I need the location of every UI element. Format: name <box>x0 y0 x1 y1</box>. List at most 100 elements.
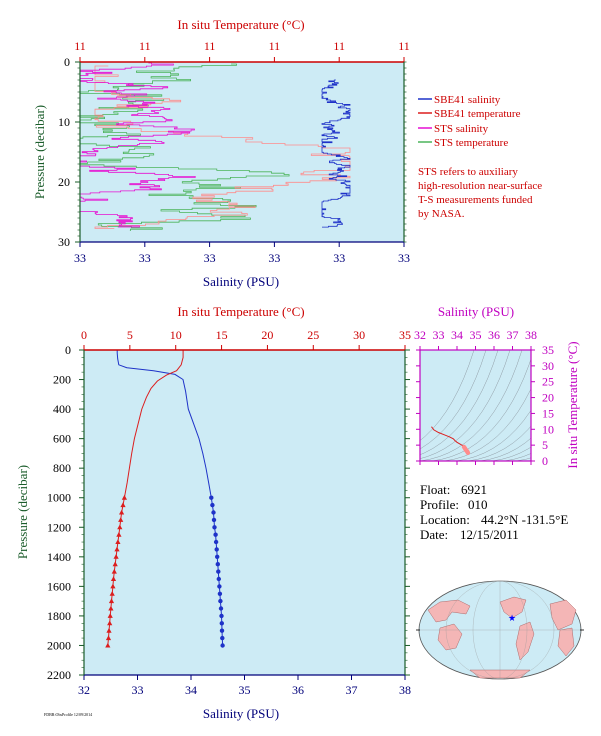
salinity-point <box>220 635 225 641</box>
main-pressure-tick-label: 400 <box>53 402 71 416</box>
temperature-point <box>105 635 112 641</box>
ts-curve <box>431 426 471 455</box>
ts-temp-tick-label: 15 <box>542 406 554 420</box>
temperature-line <box>123 350 184 498</box>
map-continents <box>427 596 577 679</box>
main-temp-tick-label: 20 <box>261 328 273 342</box>
main-pressure-tick-label: 1200 <box>47 520 71 534</box>
ts-salinity-tick-label: 37 <box>507 328 519 342</box>
salinity-line <box>116 350 212 498</box>
top-pressure-tick-label: 10 <box>58 115 70 129</box>
top-temp-tick-label: 11 <box>269 39 281 53</box>
salinity-point <box>219 621 224 626</box>
temperature-point <box>113 554 119 559</box>
map-landmass-europe-africa <box>549 599 577 631</box>
top-temp-axis-title: In situ Temperature (°C) <box>177 17 304 32</box>
legend-label-sts-temperature: STS temperature <box>434 137 508 149</box>
main-pressure-tick-label: 2000 <box>47 638 71 652</box>
float-info: Float: 6921 Profile: 010 Location: 44.2°… <box>420 482 568 542</box>
top-pressure-tick-label: 20 <box>58 175 70 189</box>
ts-salinity-tick-label: 33 <box>433 328 445 342</box>
ts-point <box>465 450 471 455</box>
location-value: 44.2°N -131.5°E <box>481 512 568 527</box>
ts-density-contour <box>443 388 531 461</box>
ts-temp-tick-label: 35 <box>542 343 554 357</box>
temperature-point <box>116 531 122 537</box>
salinity-point <box>211 517 217 523</box>
top-temp-tick-label: 11 <box>74 39 86 53</box>
top-salinity-axis-title: Salinity (PSU) <box>203 274 279 289</box>
top-salinity-tick-label: 33 <box>268 251 280 265</box>
temperature-point <box>112 561 118 567</box>
main-pressure-tick-label: 600 <box>53 432 71 446</box>
float-value: 6921 <box>461 482 487 497</box>
ts-salinity-tick-label: 38 <box>525 328 537 342</box>
top-salinity-tick-label: 33 <box>139 251 151 265</box>
ts-salinity-axis-title: Salinity (PSU) <box>438 304 514 319</box>
sts-note-line-2: high-resolution near-surface <box>418 180 542 192</box>
float-label: Float: <box>420 482 450 497</box>
top-temp-tick-label: 11 <box>204 39 216 53</box>
top-temp-tick-label: 11 <box>398 39 410 53</box>
profile-value: 010 <box>468 497 488 512</box>
ts-temp-tick-label: 30 <box>542 359 554 373</box>
main-plot-area <box>84 350 405 675</box>
main-salinity-axis-title: Salinity (PSU) <box>203 706 279 721</box>
salinity-point <box>219 613 224 619</box>
ts-curve-line <box>431 426 465 448</box>
main-temp-tick-label: 10 <box>170 328 182 342</box>
salinity-point <box>220 643 225 648</box>
salinity-point <box>219 628 225 633</box>
main-temp-tick-label: 15 <box>216 328 228 342</box>
map-landmass-africa-south <box>557 627 575 657</box>
world-map: ★ <box>416 580 584 680</box>
ts-temp-tick-label: 5 <box>542 438 548 452</box>
float-location-marker-icon: ★ <box>508 613 516 623</box>
top-salinity-tick-labels: 33 33 33 33 33 33 <box>74 251 410 265</box>
top-temp-tick-labels: 11 11 11 11 11 11 <box>74 39 410 53</box>
location-label: Location: <box>420 512 470 527</box>
ts-salinity-tick-label: 35 <box>470 328 482 342</box>
temperature-point <box>121 494 127 500</box>
temperature-point <box>115 539 121 544</box>
main-pressure-tick-label: 1600 <box>47 579 71 593</box>
main-pressure-tick-label: 1400 <box>47 550 71 564</box>
ts-density-contour <box>467 425 531 461</box>
top-pressure-tick-labels: 0 10 20 30 <box>58 55 70 249</box>
main-pressure-tick-label: 1000 <box>47 491 71 505</box>
salinity-point <box>215 554 220 559</box>
ts-temp-axis-title: In situ Temperature (°C) <box>565 341 580 468</box>
temperature-point <box>108 605 114 611</box>
salinity-point <box>218 606 224 611</box>
temperature-point <box>107 613 113 618</box>
ts-salinity-tick-label: 34 <box>451 328 463 342</box>
ts-salinity-tick-label: 36 <box>488 328 500 342</box>
main-axes <box>79 345 410 680</box>
main-pressure-tick-label: 2200 <box>47 668 71 682</box>
map-landmass-north-america <box>499 596 527 619</box>
ts-plot-area <box>420 350 531 461</box>
main-temp-axis-title: In situ Temperature (°C) <box>177 304 304 319</box>
top-near-surface-panel: In situ Temperature (°C) 11 11 11 11 11 11 01… <box>32 17 542 289</box>
ts-density-contour <box>431 358 531 461</box>
main-salinity-tick-label: 35 <box>239 683 251 697</box>
temperature-point <box>107 620 113 626</box>
temperature-point <box>110 583 116 589</box>
main-salinity-tick-label: 32 <box>78 683 90 697</box>
salinity-point <box>218 598 223 604</box>
top-salinity-tick-label: 33 <box>204 251 216 265</box>
top-pressure-tick-label: 30 <box>58 235 70 249</box>
date-value: 12/15/2011 <box>460 527 519 542</box>
salinity-point <box>216 576 221 582</box>
salinity-point <box>217 584 222 589</box>
main-salinity-tick-label: 36 <box>292 683 304 697</box>
main-salinity-tick-label: 33 <box>132 683 144 697</box>
temperature-point <box>106 627 112 633</box>
ts-salinity-tick-labels: 32 33 34 35 36 37 38 <box>414 328 537 342</box>
profile-label: Profile: <box>420 497 459 512</box>
ts-temp-tick-label: 10 <box>542 422 554 436</box>
main-pressure-axis-title: Pressure (decibar) <box>15 465 30 559</box>
salinity-point <box>214 547 219 552</box>
